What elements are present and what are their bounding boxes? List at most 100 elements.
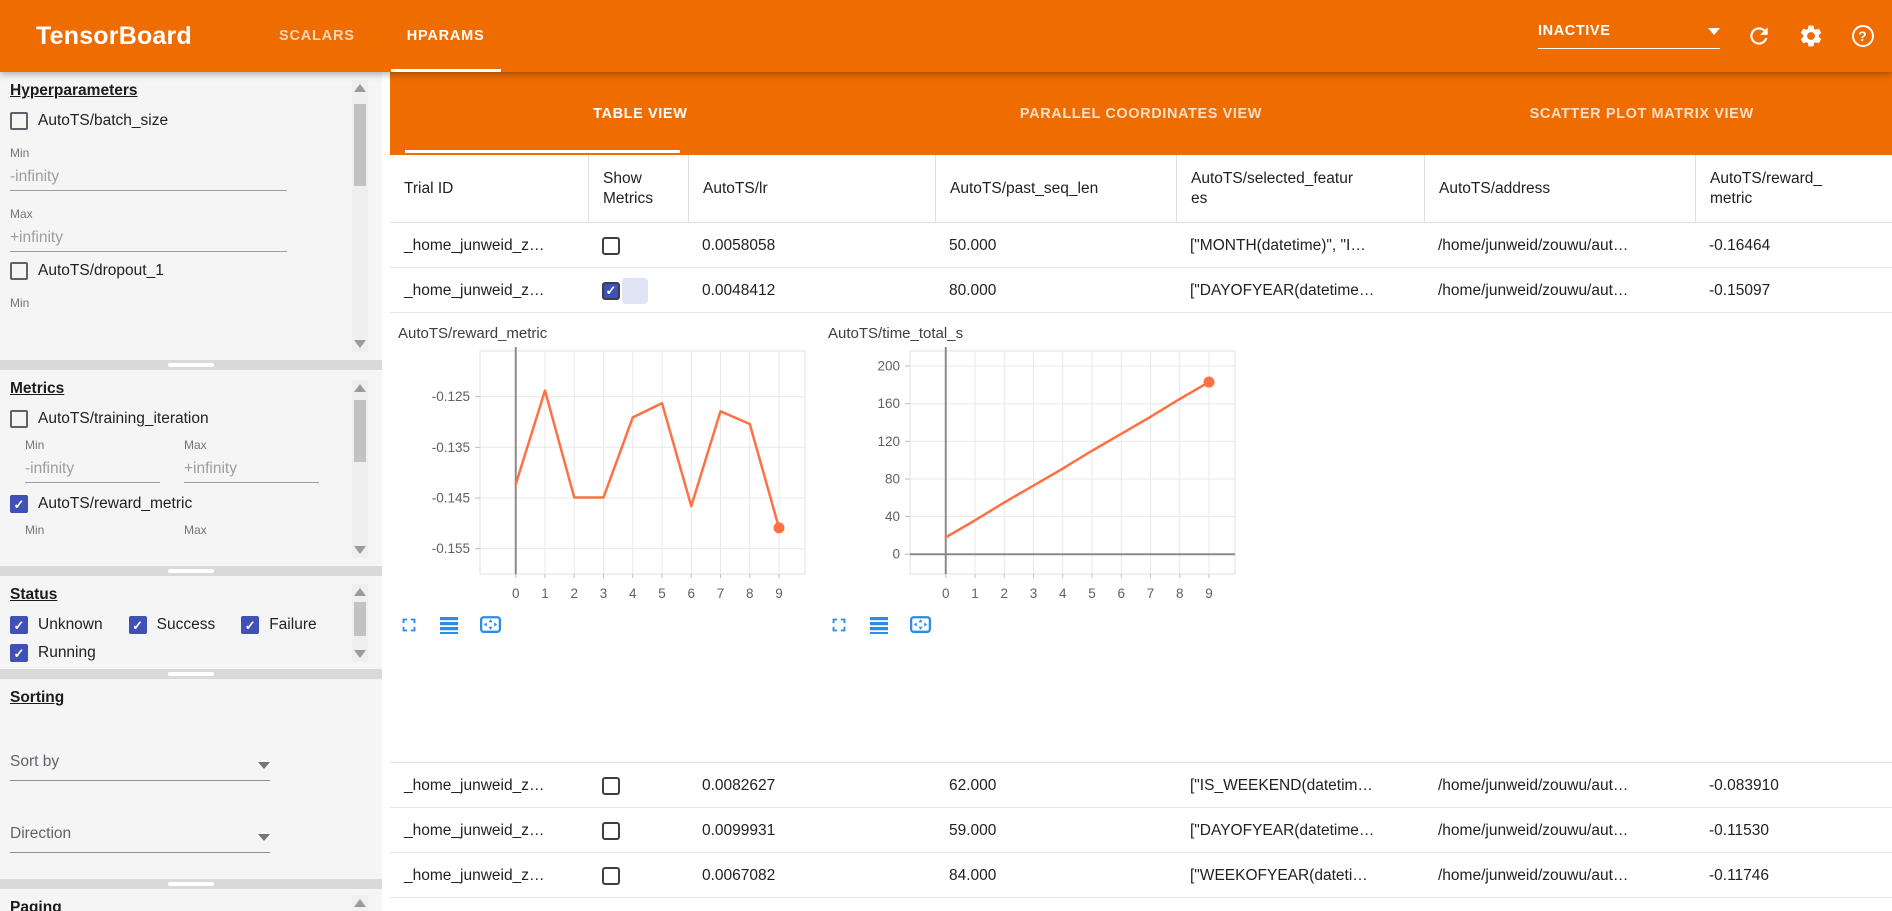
cell-reward-metric: -0.083910 <box>1709 776 1779 794</box>
status-filter-running[interactable]: Running <box>10 644 96 662</box>
cell-trial-id: _home_junweid_z… <box>404 776 545 794</box>
scroll-down-icon[interactable] <box>354 546 366 554</box>
status-filter-success[interactable]: Success <box>128 616 215 634</box>
sort-by-select[interactable]: Sort by <box>10 753 270 781</box>
max-input[interactable]: +infinity <box>10 229 287 252</box>
hparam-dropout-1[interactable]: AutoTS/dropout_1 <box>10 262 382 280</box>
help-icon[interactable]: ? <box>1849 23 1876 50</box>
list-icon[interactable] <box>867 613 891 637</box>
metric-training-iteration[interactable]: AutoTS/training_iteration <box>10 410 382 428</box>
status-section: Status Unknown Success Failure Running <box>0 576 382 669</box>
scrollbar[interactable] <box>352 380 368 558</box>
scrollbar[interactable] <box>352 80 368 352</box>
run-status-value: INACTIVE <box>1538 23 1611 39</box>
section-resize-handle[interactable] <box>168 672 214 676</box>
show-metrics-checkbox[interactable] <box>602 866 620 885</box>
run-status-dropdown[interactable]: INACTIVE <box>1538 23 1720 49</box>
scrollbar-thumb[interactable] <box>354 602 366 636</box>
svg-text:4: 4 <box>629 586 637 601</box>
reward-metric-chart[interactable]: -0.125 -0.135 -0.145 -0.155 0 1 2 3 4 5 6 7 8 9 <box>390 345 820 605</box>
fit-to-screen-icon[interactable] <box>908 612 933 637</box>
reward-metric-chart-card: AutoTS/reward_metric -0.125 -0.135 -0.145-… <box>390 325 820 640</box>
checkbox[interactable] <box>241 616 260 634</box>
column-header-reward_metric[interactable]: AutoTS/reward_metric <box>1695 155 1892 223</box>
svg-text:200: 200 <box>877 359 900 374</box>
checkbox[interactable] <box>10 410 28 428</box>
cell-show-metrics <box>588 223 688 268</box>
fullscreen-icon[interactable] <box>398 614 420 636</box>
time-total-chart[interactable]: 0 40 80 120 160 200 0 1 2 3 4 5 6 7 8 9 <box>820 345 1250 605</box>
chevron-down-icon <box>258 834 270 841</box>
view-tab-parallel-coordinates-view[interactable]: PARALLEL COORDINATES VIEW <box>1019 105 1263 122</box>
svg-text:2: 2 <box>570 586 578 601</box>
svg-text:-0.145: -0.145 <box>432 490 470 505</box>
checkbox[interactable] <box>10 644 28 662</box>
checkbox[interactable] <box>128 616 147 634</box>
hparam-batch-size[interactable]: AutoTS/batch_size <box>10 112 382 130</box>
scroll-down-icon[interactable] <box>354 340 366 348</box>
direction-select[interactable]: Direction <box>10 825 270 853</box>
scrollbar[interactable] <box>352 584 368 662</box>
table-header-row: Trial ID Show Metrics AutoTS/lr AutoTS/past… <box>390 155 1892 223</box>
column-header-selected_features[interactable]: AutoTS/selected_features <box>1176 155 1424 223</box>
scroll-up-icon[interactable] <box>354 588 366 596</box>
cell-show-metrics <box>588 268 688 313</box>
nav-tabs: SCALARS HPARAMS <box>253 0 511 72</box>
checkbox[interactable] <box>10 616 28 634</box>
column-header-past_seq_len[interactable]: AutoTS/past_seq_len <box>935 155 1176 223</box>
cell-show-metrics <box>588 808 688 853</box>
svg-text:5: 5 <box>658 586 666 601</box>
svg-text:5: 5 <box>1088 586 1096 601</box>
show-metrics-checkbox[interactable] <box>602 281 620 300</box>
scroll-up-icon[interactable] <box>354 384 366 392</box>
show-metrics-checkbox[interactable] <box>602 776 620 795</box>
checkbox[interactable] <box>10 262 28 280</box>
max-input[interactable]: +infinity <box>184 460 319 483</box>
cell-past-seq-len: 62.000 <box>949 776 997 794</box>
nav-tab-scalars[interactable]: SCALARS <box>279 28 355 44</box>
view-tab-scatter-plot-matrix-view[interactable]: SCATTER PLOT MATRIX VIEW <box>1529 105 1754 122</box>
min-input[interactable]: -infinity <box>25 460 160 483</box>
cell-address: /home/junweid/zouwu/aut… <box>1438 866 1629 884</box>
scrollbar-thumb[interactable] <box>354 400 366 462</box>
question-mark-icon: ? <box>1851 25 1874 47</box>
column-header-lr[interactable]: AutoTS/lr <box>688 155 935 223</box>
table-row: _home_junweid_z… 0.0099931 59.000 ["DAYOFYE… <box>390 808 1892 853</box>
metric-reward-metric[interactable]: AutoTS/reward_metric <box>10 495 382 513</box>
column-header-show_metrics[interactable]: Show Metrics <box>588 155 688 223</box>
checkbox[interactable] <box>10 112 28 130</box>
svg-text:-0.135: -0.135 <box>432 440 470 455</box>
fullscreen-icon[interactable] <box>828 614 850 636</box>
refresh-icon[interactable] <box>1745 23 1772 50</box>
min-input[interactable]: -infinity <box>10 168 287 191</box>
show-metrics-checkbox[interactable] <box>602 236 620 255</box>
svg-text:7: 7 <box>717 586 725 601</box>
cell-reward-metric: -0.15097 <box>1709 281 1771 299</box>
min-field[interactable]: Min -infinity <box>10 146 287 191</box>
max-field[interactable]: Max +infinity <box>10 207 287 252</box>
scrollbar-thumb[interactable] <box>354 104 366 186</box>
status-filter-failure[interactable]: Failure <box>241 616 317 634</box>
section-resize-handle[interactable] <box>168 569 214 573</box>
cell-past-seq-len: 50.000 <box>949 236 997 254</box>
list-icon[interactable] <box>437 613 461 637</box>
gear-icon[interactable] <box>1797 23 1824 50</box>
scrollbar[interactable] <box>352 895 368 911</box>
column-header-trial_id[interactable]: Trial ID <box>404 179 454 197</box>
scroll-up-icon[interactable] <box>354 899 366 907</box>
view-tab-table-view[interactable]: TABLE VIEW <box>593 105 688 122</box>
scroll-down-icon[interactable] <box>354 650 366 658</box>
checkbox[interactable] <box>10 495 28 513</box>
show-metrics-checkbox[interactable] <box>602 821 620 840</box>
scroll-up-icon[interactable] <box>354 84 366 92</box>
column-header-address[interactable]: AutoTS/address <box>1424 155 1695 223</box>
status-filter-unknown[interactable]: Unknown <box>10 616 103 634</box>
nav-tab-hparams[interactable]: HPARAMS <box>381 0 511 72</box>
section-resize-handle[interactable] <box>168 882 214 886</box>
cell-lr: 0.0099931 <box>702 821 776 839</box>
fit-to-screen-icon[interactable] <box>478 612 503 637</box>
cell-trial-id: _home_junweid_z… <box>404 821 545 839</box>
section-resize-handle[interactable] <box>168 363 214 367</box>
max-field[interactable]: Max +infinity <box>184 438 319 483</box>
min-field[interactable]: Min -infinity <box>25 438 160 483</box>
